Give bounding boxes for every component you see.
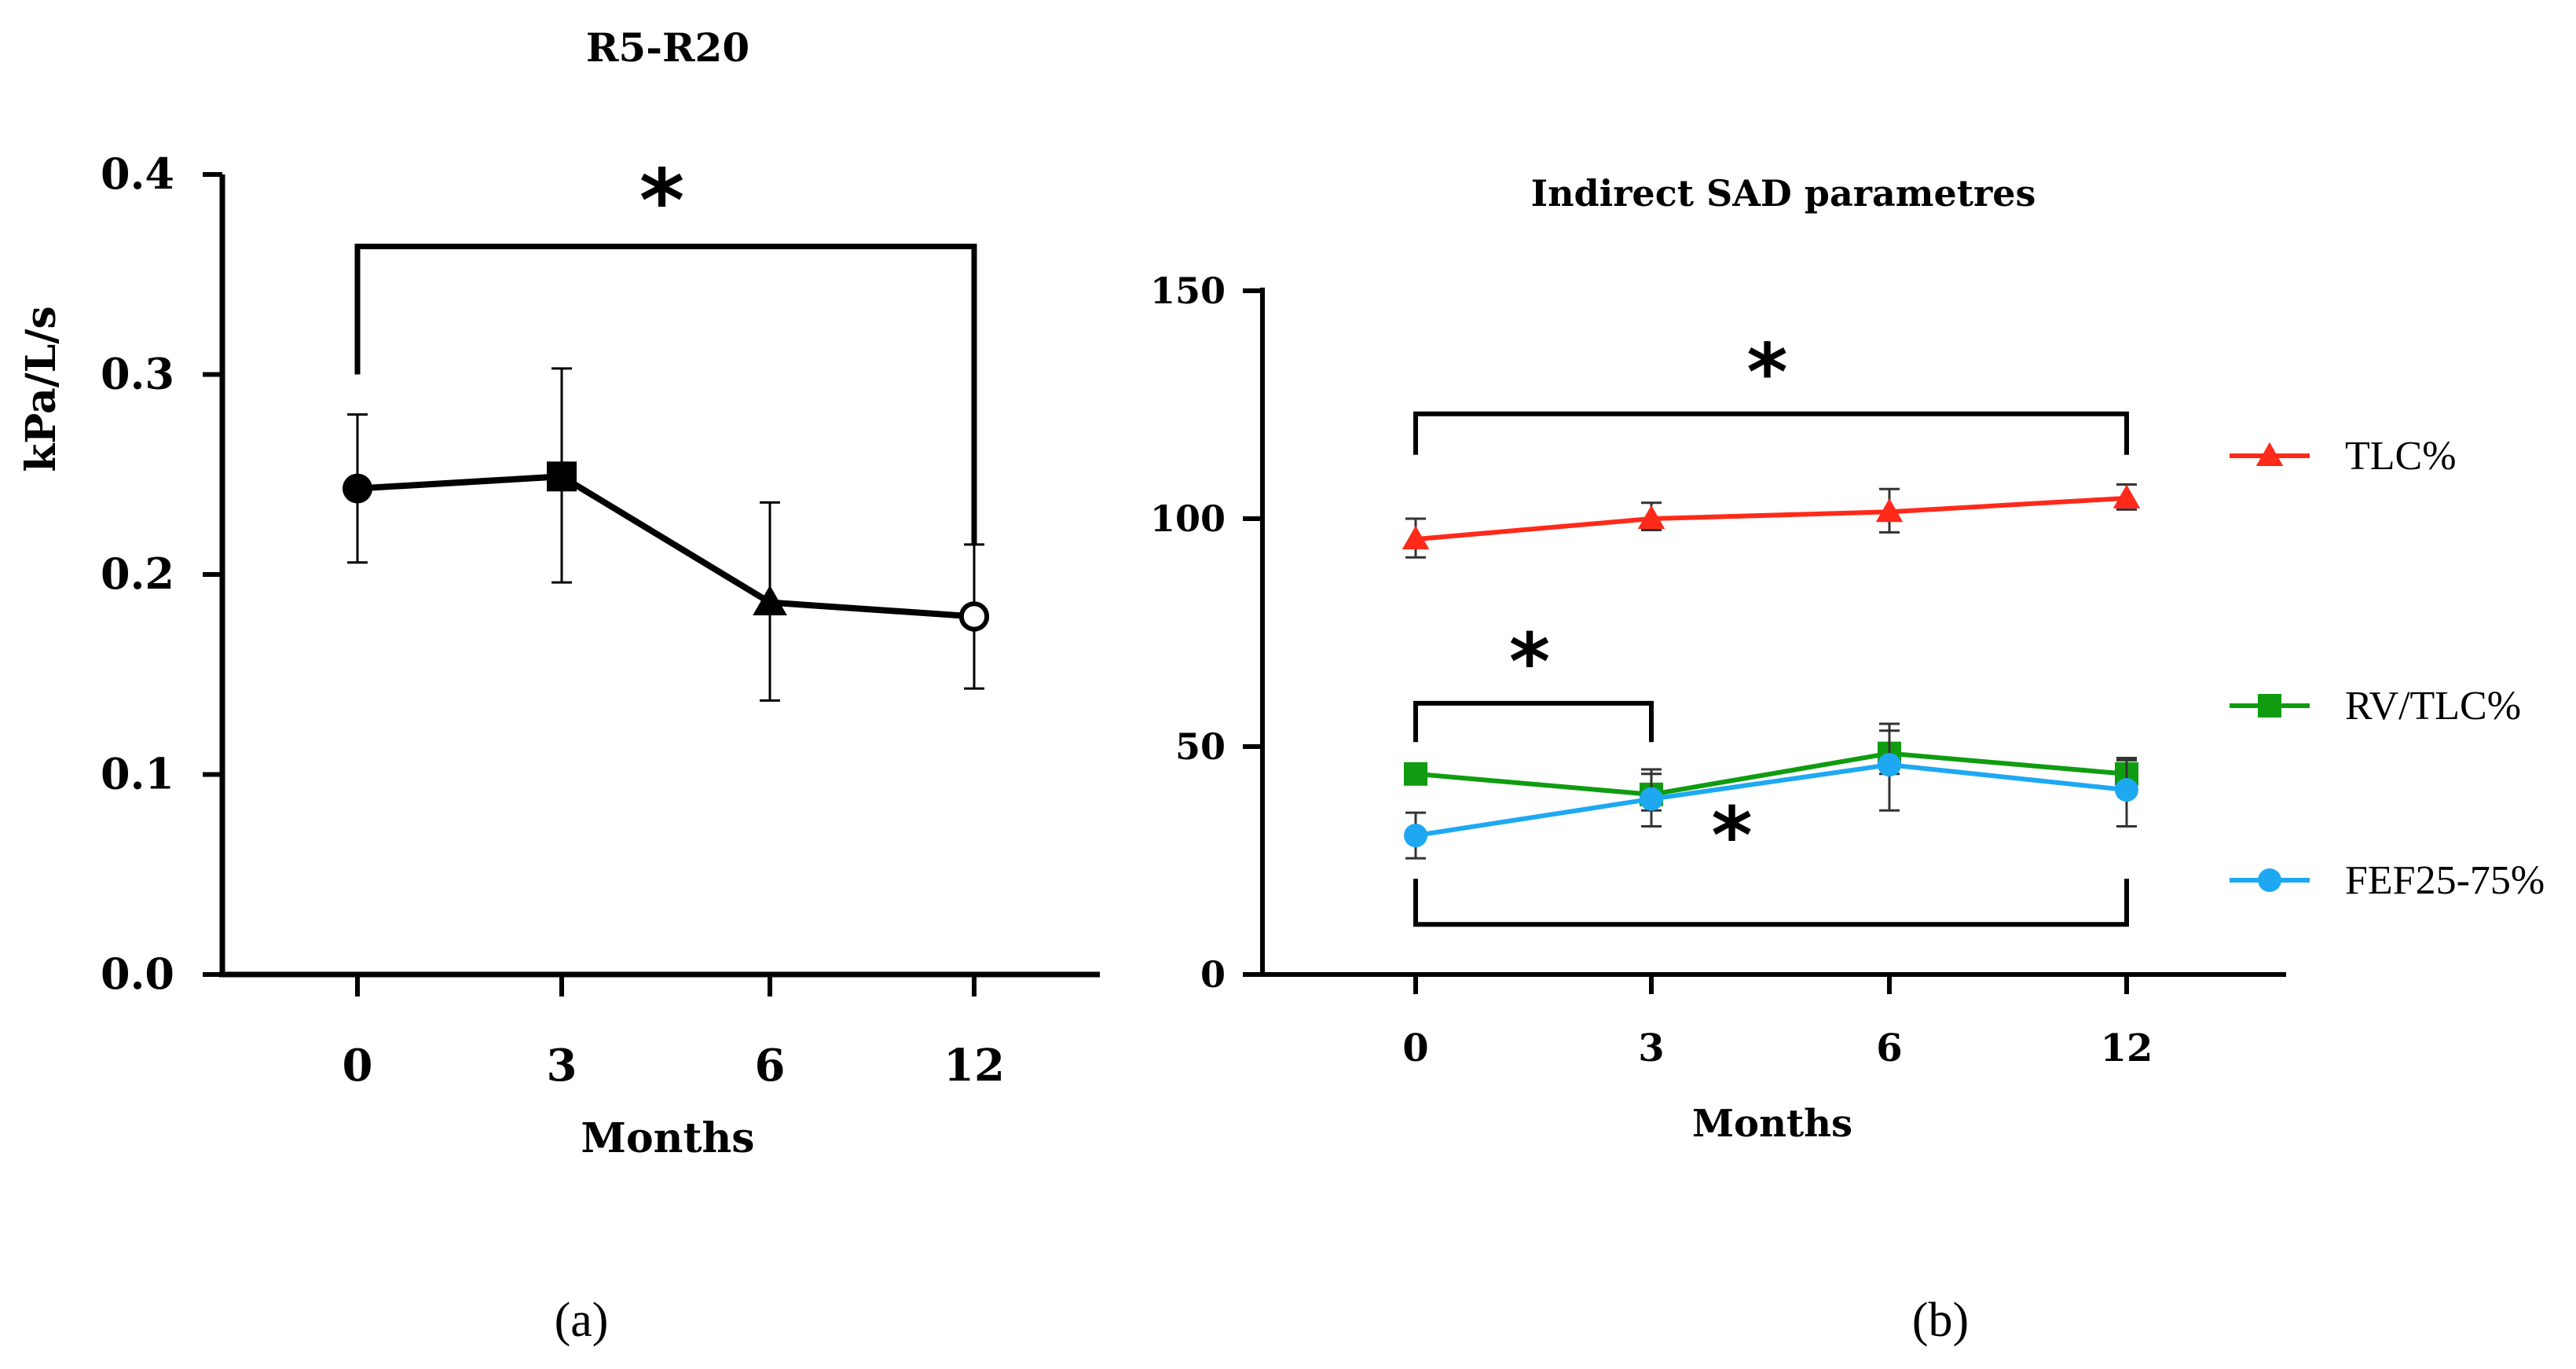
chart-a-y-tick-label: 0.1 — [101, 749, 174, 799]
chart-a-x-axis-label: Months — [581, 1114, 754, 1162]
chart-b-y-tick-label: 50 — [1175, 725, 1226, 768]
chart-b-significance-bracket — [1413, 700, 1654, 743]
chart-b-data-point — [2115, 778, 2138, 802]
chart-b-data-point — [1878, 753, 1901, 777]
chart-a-x-tick-label: 12 — [944, 1040, 1005, 1092]
chart-b-legend-label: FEF25-75% — [2345, 858, 2545, 903]
chart-a-x-tick-label: 6 — [755, 1040, 786, 1092]
chart-b-data-point — [1640, 787, 1663, 811]
chart-b-y-tick-label: 100 — [1150, 497, 1226, 540]
chart-a-x-tick-label: 0 — [343, 1040, 373, 1092]
chart-b-data-point — [1404, 824, 1427, 848]
chart-b-y-ticks: 0 50 100 150 — [1150, 270, 1262, 996]
chart-a-data-point — [958, 601, 990, 632]
chart-b-series-line — [1415, 751, 2127, 797]
chart-a-y-axis-label: kPa/L/s — [17, 306, 65, 472]
chart-b-series — [1402, 483, 2141, 860]
chart-b-significance-star: * — [1711, 790, 1752, 882]
chart-b-legend: TLC% RV/TLC% FEF25-75% — [2230, 434, 2545, 903]
chart-a-y-tick-label: 0.2 — [101, 549, 174, 599]
chart-b-x-tick-label: 3 — [1638, 1026, 1664, 1070]
chart-b-x-tick-label: 0 — [1402, 1026, 1428, 1070]
chart-b-data-point — [1875, 498, 1904, 523]
panel-b-label: (b) — [1912, 1294, 1969, 1347]
chart-a-series — [343, 367, 990, 702]
chart-b-legend-marker — [2258, 694, 2281, 718]
chart-a-title: R5-R20 — [586, 24, 749, 71]
chart-a-x-tick-label: 3 — [547, 1040, 577, 1092]
chart-a-significance: * — [354, 151, 977, 545]
panel-a-label: (a) — [555, 1294, 609, 1347]
chart-b-series-line — [1415, 495, 2127, 542]
chart-b-series-line — [1415, 762, 2127, 839]
chart-b-data-point — [1402, 525, 1430, 550]
chart-a-x-ticks: 0 3 6 12 — [343, 974, 1005, 1092]
chart-b-x-tick-label: 12 — [2101, 1026, 2153, 1070]
chart-a-y-ticks: 0.0 0.1 0.2 0.3 0.4 — [101, 149, 222, 999]
chart-b-data-point — [1637, 505, 1665, 529]
chart-b-x-ticks: 0 3 6 12 — [1402, 974, 2153, 1070]
chart-b-legend-marker — [2258, 868, 2281, 892]
chart-a-data-point — [547, 461, 577, 492]
chart-b-significance-star: * — [1509, 616, 1550, 708]
chart-b-x-tick-label: 6 — [1876, 1026, 1902, 1070]
chart-b-significance-bracket — [1413, 411, 2129, 455]
chart-b-x-axis-label: Months — [1692, 1102, 1852, 1146]
chart-b-y-tick-label: 150 — [1150, 270, 1226, 312]
chart-b-significance-star: * — [1746, 327, 1787, 419]
chart-b-data-point — [2112, 484, 2141, 508]
chart-a-y-tick-label: 0.4 — [101, 149, 174, 199]
chart-b-legend-marker — [2255, 442, 2284, 466]
chart-a-significance-star: * — [639, 151, 685, 251]
chart-b-significance: * * * — [1413, 327, 2129, 927]
chart-b-significance-bracket — [1413, 879, 2129, 927]
chart-a-data-point — [343, 473, 372, 504]
chart-b-data-point — [1404, 762, 1427, 786]
chart-a-y-tick-label: 0.0 — [101, 949, 174, 999]
chart-a-y-tick-label: 0.3 — [101, 349, 174, 399]
chart-panel-a: R5-R20 0.0 0.1 0.2 0.3 0.4 0 3 6 12 kPa/L/s Mon… — [17, 24, 1100, 1347]
chart-b-y-tick-label: 0 — [1200, 953, 1226, 996]
chart-b-legend-label: RV/TLC% — [2345, 684, 2521, 729]
chart-b-legend-label: TLC% — [2345, 434, 2457, 479]
chart-b-title: Indirect SAD parametres — [1531, 172, 2036, 215]
chart-a-significance-bracket — [354, 244, 977, 545]
chart-a-data-point — [753, 585, 787, 616]
chart-a-series-line — [357, 473, 975, 620]
